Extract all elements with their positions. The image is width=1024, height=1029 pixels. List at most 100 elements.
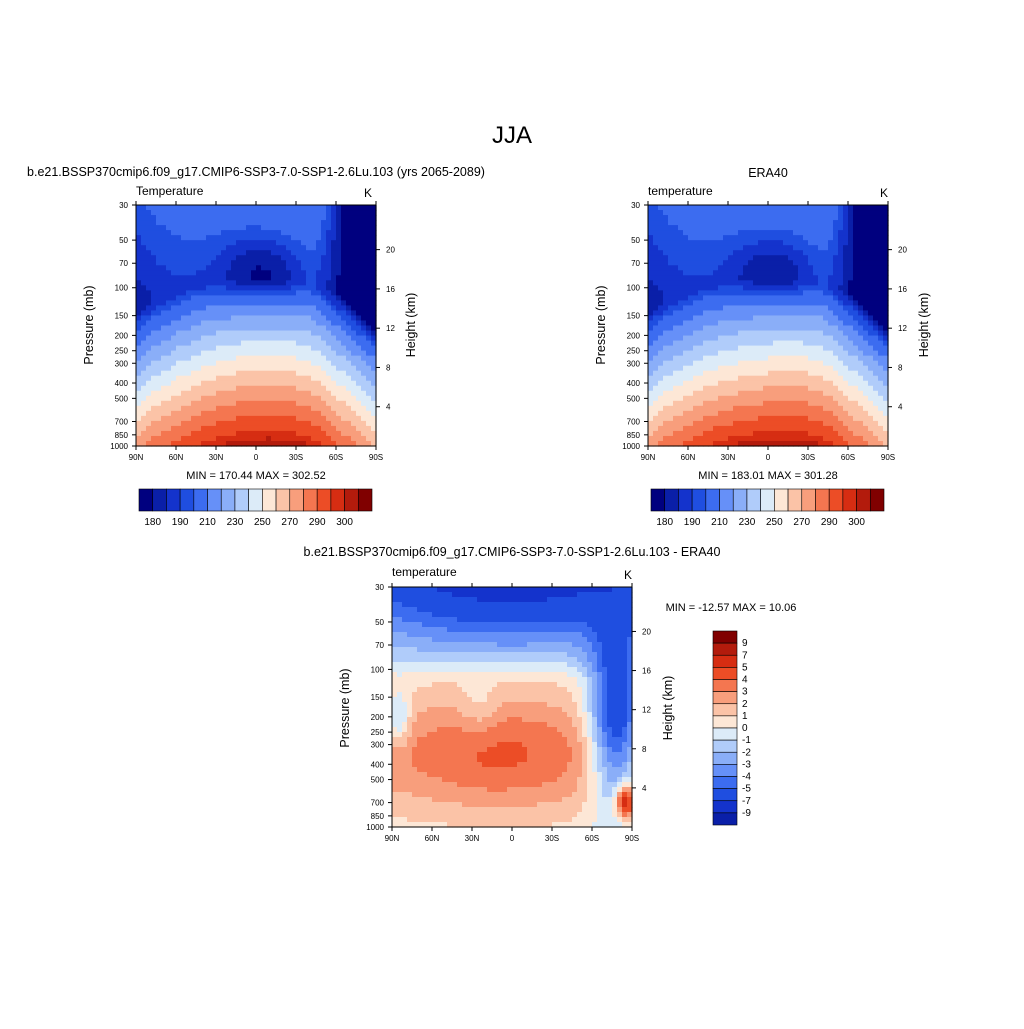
heatmap-cell (366, 205, 372, 211)
heatmap-cell (341, 366, 347, 372)
heatmap-cell (392, 772, 398, 778)
heatmap-cell (833, 361, 839, 367)
heatmap-cell (341, 371, 347, 377)
heatmap-cell (271, 275, 277, 281)
heatmap-cell (296, 406, 302, 412)
heatmap-cell (236, 320, 242, 326)
heatmap-cell (156, 326, 162, 332)
heatmap-cell (698, 275, 704, 281)
heatmap-cell (236, 220, 242, 226)
heatmap-cell (407, 667, 413, 673)
heatmap-cell (301, 220, 307, 226)
heatmap-cell (663, 416, 669, 422)
colorbar-swatch (692, 489, 706, 511)
y-axis-right-label: Height (km) (917, 293, 931, 358)
heatmap-cell (301, 300, 307, 306)
heatmap-cell (316, 371, 322, 377)
heatmap-cell (693, 391, 699, 397)
heatmap-cell (808, 386, 814, 392)
heatmap-cell (783, 245, 789, 251)
heatmap-cell (181, 386, 187, 392)
heatmap-cell (853, 381, 859, 387)
heatmap-cell (266, 431, 272, 437)
heatmap-cell (392, 592, 398, 598)
heatmap-cell (141, 406, 147, 412)
heatmap-cell (793, 341, 799, 347)
heatmap-cell (407, 647, 413, 653)
heatmap-cell (683, 366, 689, 372)
heatmap-cell (136, 285, 142, 291)
heatmap-cell (361, 280, 367, 286)
heatmap-cell (688, 255, 694, 261)
heatmap-cell (818, 265, 824, 271)
heatmap-cell (166, 220, 172, 226)
heatmap-cell (151, 386, 157, 392)
heatmap-cell (728, 346, 734, 352)
heatmap-cell (191, 351, 197, 357)
heatmap-cell (286, 215, 292, 221)
heatmap-cell (758, 411, 764, 417)
heatmap-cell (743, 351, 749, 357)
heatmap-cell (231, 396, 237, 402)
heatmap-cell (296, 290, 302, 296)
heatmap-cell (392, 597, 398, 603)
heatmap-cell (241, 315, 247, 321)
heatmap-cell (366, 230, 372, 236)
heatmap-cell (733, 240, 739, 246)
heatmap-cell (306, 220, 312, 226)
heatmap-cell (783, 210, 789, 216)
heatmap-cell (868, 275, 874, 281)
heatmap-cell (211, 320, 217, 326)
heatmap-cell (653, 315, 659, 321)
heatmap-cell (838, 310, 844, 316)
heatmap-cell (818, 245, 824, 251)
heatmap-cell (276, 406, 282, 412)
heatmap-cell (176, 381, 182, 387)
heatmap-cell (291, 411, 297, 417)
heatmap-cell (838, 240, 844, 246)
heatmap-cell (678, 341, 684, 347)
heatmap-cell (723, 225, 729, 231)
heatmap-cell (281, 391, 287, 397)
heatmap-cell (402, 677, 408, 683)
heatmap-cell (748, 416, 754, 422)
heatmap-cell (863, 260, 869, 266)
heatmap-cell (341, 260, 347, 266)
y-tick-label: 1000 (110, 442, 128, 451)
heatmap-cell (346, 391, 352, 397)
heatmap-cell (753, 426, 759, 432)
heatmap-cell (136, 346, 142, 352)
heatmap-cell (241, 371, 247, 377)
heatmap-cell (351, 421, 357, 427)
heatmap-cell (658, 265, 664, 271)
heatmap-cell (733, 341, 739, 347)
heatmap-cell (196, 436, 202, 442)
heatmap-cell (693, 225, 699, 231)
heatmap-cell (878, 396, 884, 402)
heatmap-cell (201, 361, 207, 367)
heatmap-cell (738, 401, 744, 407)
heatmap-cell (241, 361, 247, 367)
heatmap-cell (341, 416, 347, 422)
heatmap-cell (356, 381, 362, 387)
heatmap-cell (281, 220, 287, 226)
heatmap-cell (688, 310, 694, 316)
heatmap-cell (361, 240, 367, 246)
heatmap-cell (346, 376, 352, 382)
heatmap-cell (321, 436, 327, 442)
heatmap-cell (356, 240, 362, 246)
heatmap-cell (758, 426, 764, 432)
heatmap-cell (256, 220, 262, 226)
heatmap-cell (833, 401, 839, 407)
heatmap-cell (276, 285, 282, 291)
heatmap-cell (151, 260, 157, 266)
heatmap-cell (221, 401, 227, 407)
heatmap-cell (402, 682, 408, 688)
heatmap-cell (668, 305, 674, 311)
heatmap-cell (291, 205, 297, 211)
heatmap-cell (673, 295, 679, 301)
heatmap-cell (678, 371, 684, 377)
heatmap-cell (788, 431, 794, 437)
heatmap-cell (783, 205, 789, 211)
heatmap-cell (798, 215, 804, 221)
